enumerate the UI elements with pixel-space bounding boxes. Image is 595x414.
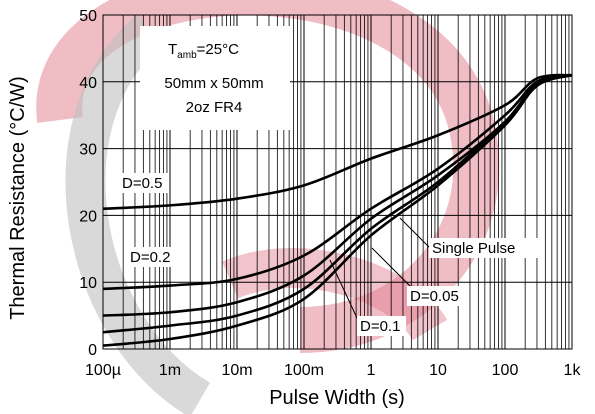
- x-tick-label: 100µ: [85, 362, 121, 379]
- x-tick-label: 10m: [221, 362, 252, 379]
- labels: D=0.5 D=0.2 D=0.1 D=0.05 Single Pulse: [119, 173, 539, 336]
- leader-line: [329, 259, 358, 319]
- annotation-text: 50mm x 50mm: [164, 75, 263, 92]
- x-tick-label: 100: [492, 362, 519, 379]
- y-tick-label: 50: [79, 8, 97, 25]
- y-axis-title: Thermal Resistance (°C/W): [7, 76, 29, 320]
- annotation-text: =25°C: [197, 41, 239, 58]
- curve: [102, 73, 573, 291]
- label-bg: [119, 173, 168, 193]
- curve: [102, 73, 573, 347]
- label-bg: [407, 286, 465, 306]
- x-tick-label: 1: [367, 362, 376, 379]
- series-label: Single Pulse: [432, 240, 515, 257]
- curve: [102, 73, 573, 211]
- annotation-box: [140, 26, 290, 130]
- series-label: D=0.1: [360, 318, 400, 335]
- series-label: D=0.5: [122, 175, 162, 192]
- label-bg: [127, 247, 176, 267]
- annotation-text: amb: [177, 50, 197, 61]
- x-axis-title: Pulse Width (s): [269, 387, 405, 409]
- y-tick-label: 0: [88, 342, 97, 359]
- annotation: Tamb=25°C: [168, 41, 239, 61]
- y-tick-label: 30: [79, 142, 97, 159]
- y-tick-label: 10: [79, 275, 97, 292]
- x-tick-label: 100m: [284, 362, 324, 379]
- series-label: D=0.05: [410, 288, 459, 305]
- label-bg: [357, 316, 406, 336]
- annotation-text: 2oz FR4: [186, 99, 243, 116]
- leader-line: [399, 217, 431, 249]
- x-tick-label: 1m: [159, 362, 181, 379]
- x-tick-label: 10: [429, 362, 447, 379]
- x-tick-label: 1k: [564, 362, 582, 379]
- curves: [102, 73, 573, 347]
- y-tick-label: 20: [79, 208, 97, 225]
- label-bg: [429, 238, 539, 258]
- leader-line: [371, 247, 413, 289]
- curve: [102, 73, 573, 334]
- annotation-text: T: [168, 41, 177, 58]
- series-label: D=0.2: [130, 249, 170, 266]
- watermark-arc: [65, 14, 211, 414]
- y-tick-label: 40: [79, 75, 97, 92]
